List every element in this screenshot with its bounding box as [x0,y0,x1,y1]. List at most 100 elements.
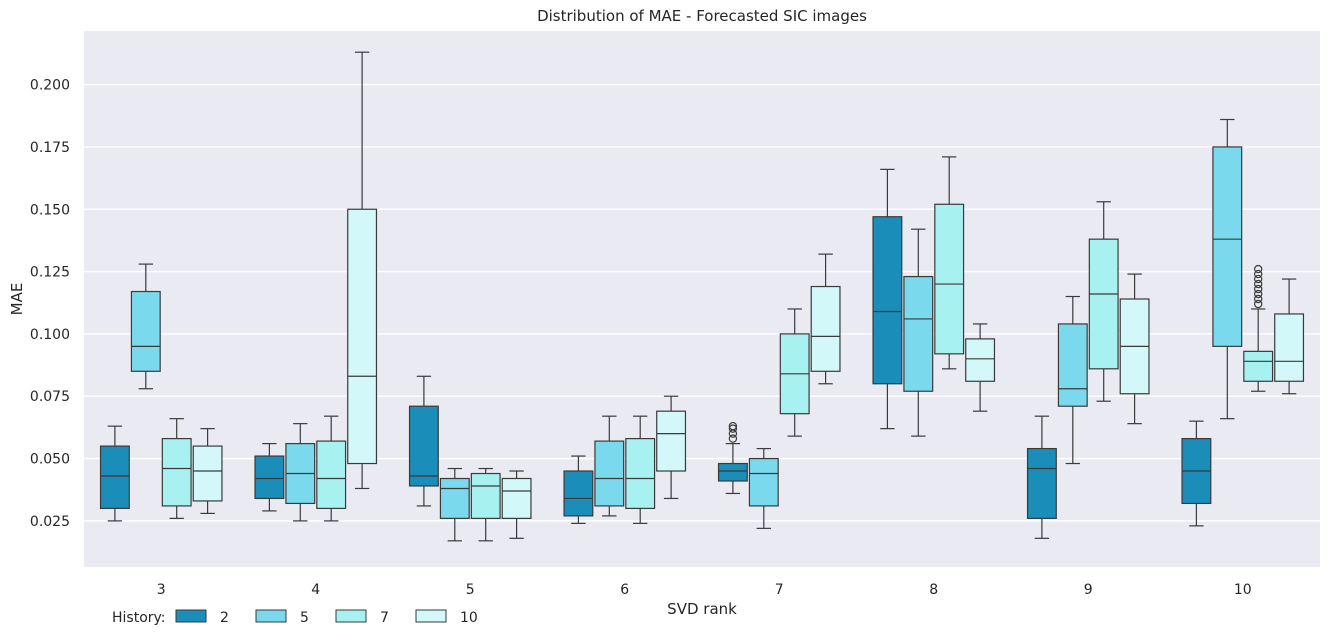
iqr-box [192,445,223,502]
outlier-point [728,421,738,431]
box-5-rank-3 [130,263,161,390]
y-axis-title: MAE [8,283,26,316]
iqr-box [1057,323,1088,407]
box-plot-marks [99,51,1305,542]
box-5-rank-9 [1057,295,1088,465]
outlier-point [1253,279,1263,289]
box-2-rank-7 [717,421,748,495]
iqr-box [470,472,501,519]
box-10-rank-9 [1119,273,1150,425]
iqr-box [903,275,934,392]
legend-label-5: 5 [300,610,309,626]
iqr-box [99,445,130,510]
iqr-box [656,410,687,472]
legend-swatch-7 [335,609,367,623]
y-tick-label: 0.150 [30,202,70,218]
outlier-point [1253,269,1263,279]
box-10-rank-6 [656,395,687,500]
iqr-box [872,216,903,385]
iqr-box [316,440,347,510]
y-tick-label: 0.125 [30,265,70,281]
x-tick-label: 4 [311,582,320,598]
outlier-point [1253,289,1263,299]
legend-label-2: 2 [220,610,229,626]
box-2-rank-5 [408,375,439,507]
box-2-rank-10 [1181,420,1212,527]
box-5-rank-5 [439,467,470,542]
box-7-rank-3 [161,418,192,519]
x-tick-label: 6 [620,582,629,598]
iqr-box [1212,146,1243,347]
iqr-box [748,457,779,507]
x-tick-label: 8 [929,582,938,598]
iqr-box [130,290,161,372]
chart-title: Distribution of MAE - Forecasted SIC ima… [537,7,867,25]
iqr-box [1243,350,1274,382]
x-tick-label: 7 [775,582,784,598]
y-tick-label: 0.200 [30,78,70,94]
iqr-box [810,285,841,372]
iqr-box [934,203,965,355]
iqr-box [965,338,996,382]
box-10-rank-5 [501,470,532,539]
x-tick-labels: 3 4 5 6 7 8 9 10 [157,582,1252,598]
iqr-box [161,438,192,507]
y-tick-label: 0.075 [30,389,70,405]
iqr-box [1274,313,1305,382]
box-2-rank-8 [872,168,903,430]
box-5-rank-8 [903,228,934,437]
iqr-box [254,455,285,500]
box-5-rank-6 [594,415,625,517]
box-7-rank-4 [316,415,347,522]
legend: History: 2 5 7 10 [112,609,478,626]
y-tick-label: 0.050 [30,452,70,468]
box-7-rank-8 [934,156,965,370]
box-2-rank-9 [1026,415,1057,539]
box-10-rank-10 [1274,278,1305,395]
legend-swatch-5 [255,609,287,623]
x-axis-title: SVD rank [667,600,737,618]
legend-label-7: 7 [380,610,389,626]
outlier-point [1253,274,1263,284]
iqr-box [1088,238,1119,370]
y-tick-label: 0.100 [30,327,70,343]
box-10-rank-4 [347,51,378,490]
x-tick-label: 3 [157,582,166,598]
box-10-rank-7 [810,253,841,385]
iqr-box [347,208,378,465]
outlier-point [1253,284,1263,294]
outlier-point [728,434,738,443]
iqr-box [439,477,470,519]
outlier-point [728,424,738,433]
iqr-box [1026,447,1057,519]
y-tick-label: 0.025 [30,514,70,530]
y-tick-label: 0.175 [30,140,70,156]
x-tick-label: 5 [466,582,475,598]
box-7-rank-10 [1243,264,1274,392]
legend-title: History: [112,610,166,626]
box-2-rank-3 [99,425,130,522]
outlier-point [1253,294,1263,304]
outlier-point [1253,299,1263,309]
iqr-box [717,462,748,482]
box-5-rank-10 [1212,118,1243,420]
box-7-rank-6 [625,415,656,524]
legend-label-10: 10 [460,610,478,626]
box-7-rank-5 [470,467,501,542]
box-10-rank-8 [965,323,996,412]
iqr-box [408,405,439,487]
iqr-box [563,470,594,517]
x-tick-label: 10 [1234,582,1252,598]
iqr-box [594,440,625,507]
box-5-rank-4 [285,423,316,522]
box-7-rank-9 [1088,201,1119,402]
iqr-box [501,477,532,519]
y-tick-labels: 0.025 0.050 0.075 0.100 0.125 0.150 0.175 0.200 [30,78,70,530]
box-5-rank-7 [748,447,779,529]
outlier-point [1253,264,1263,274]
box-2-rank-4 [254,442,285,512]
box-2-rank-6 [563,455,594,524]
iqr-box [625,438,656,510]
legend-swatch-2 [175,609,207,623]
